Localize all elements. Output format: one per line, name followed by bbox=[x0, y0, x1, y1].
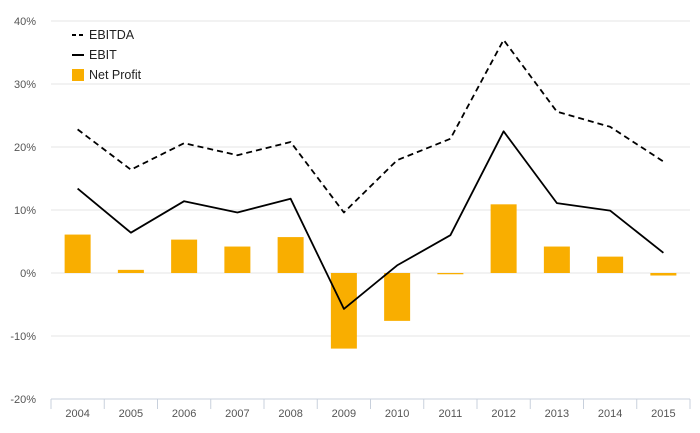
net-profit-bars bbox=[64, 204, 677, 349]
ebit-line bbox=[77, 130, 664, 310]
x-tick-label: 2014 bbox=[598, 408, 622, 420]
y-tick-label: 30% bbox=[14, 79, 36, 91]
net-profit-bar bbox=[64, 234, 91, 273]
grid-lines bbox=[51, 20, 690, 337]
net-profit-bar bbox=[597, 256, 624, 273]
y-tick-label: -20% bbox=[10, 394, 36, 406]
net-profit-bar bbox=[224, 246, 251, 273]
x-tick-label: 2010 bbox=[385, 408, 409, 420]
net-profit-bar bbox=[171, 239, 198, 273]
legend: EBITDA EBIT Net Profit bbox=[72, 28, 142, 82]
net-profit-bar bbox=[543, 246, 570, 273]
legend-swatch-net-profit bbox=[72, 69, 84, 81]
x-axis: 2004 2005 2006 2007 2008 2009 2010 2011 2012 2013… bbox=[50, 398, 691, 420]
net-profit-bar bbox=[384, 273, 411, 321]
x-tick-label: 2007 bbox=[225, 408, 249, 420]
y-tick-label: 20% bbox=[14, 142, 36, 154]
y-axis: 40% 30% 20% 10% 0% -10% -20% bbox=[10, 16, 36, 406]
legend-label-ebitda: EBITDA bbox=[89, 28, 135, 42]
x-tick-label: 2012 bbox=[491, 408, 515, 420]
legend-label-ebit: EBIT bbox=[89, 48, 117, 62]
x-tick-label: 2006 bbox=[172, 408, 196, 420]
y-tick-label: 40% bbox=[14, 16, 36, 28]
x-tick-label: 2008 bbox=[278, 408, 302, 420]
net-profit-bar bbox=[650, 273, 677, 276]
net-profit-bar bbox=[277, 237, 304, 273]
net-profit-bar bbox=[437, 273, 464, 275]
y-tick-label: 10% bbox=[14, 205, 36, 217]
x-tick-label: 2015 bbox=[651, 408, 675, 420]
x-tick-label: 2005 bbox=[119, 408, 143, 420]
x-tick-label: 2013 bbox=[545, 408, 569, 420]
x-tick-label: 2009 bbox=[332, 408, 356, 420]
ebitda-line bbox=[77, 39, 664, 214]
x-tick-label: 2004 bbox=[65, 408, 89, 420]
series-lines bbox=[77, 39, 664, 310]
net-profit-bar bbox=[490, 204, 517, 273]
y-tick-label: -10% bbox=[10, 331, 36, 343]
legend-label-net-profit: Net Profit bbox=[89, 68, 142, 82]
net-profit-bar bbox=[117, 269, 144, 273]
x-tick-label: 2011 bbox=[439, 408, 463, 420]
y-tick-label: 0% bbox=[20, 268, 36, 280]
net-profit-bar bbox=[330, 273, 357, 349]
